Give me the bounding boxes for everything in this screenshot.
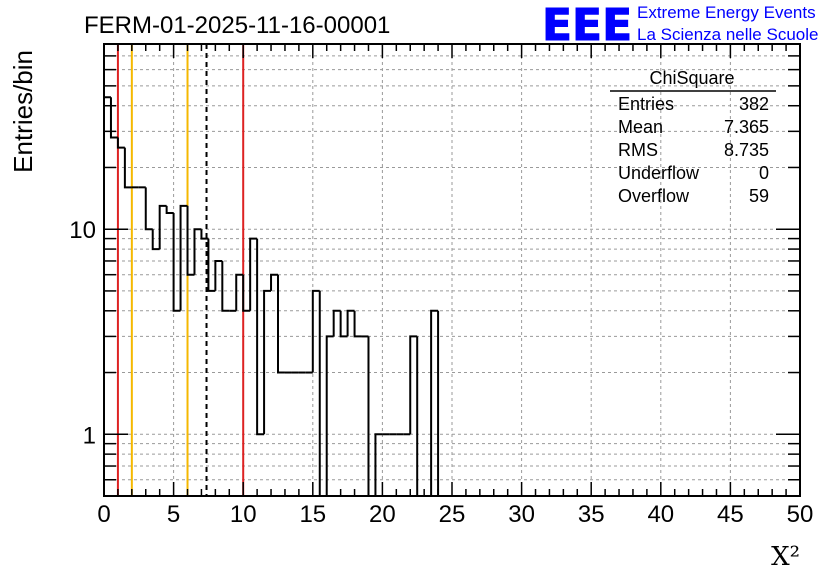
reference-lines — [116, 44, 245, 496]
histogram-bin-11 — [179, 204, 188, 311]
x-tick-label-0: 0 — [97, 501, 110, 528]
x-tick-label-2: 10 — [230, 501, 257, 528]
x-tick-label-3: 15 — [299, 501, 326, 528]
stats-value-mean: 7.365 — [724, 117, 769, 137]
histogram-bin-36 — [353, 310, 362, 338]
logo-line-2: La Scienza nelle Scuole — [637, 25, 818, 44]
x-tick-label-8: 40 — [647, 501, 674, 528]
x-tick-label-9: 45 — [717, 501, 744, 528]
x-tick-label-7: 35 — [578, 501, 605, 528]
histogram-bin-0 — [103, 96, 111, 496]
histogram-bin-31 — [318, 290, 327, 497]
histogram-bin-47 — [430, 309, 439, 496]
stats-box: ChiSquare Entries 382 Mean 7.365 RMS 8.735 Und… — [610, 68, 776, 206]
x-tick-labels: 0 5 10 15 20 25 30 35 40 45 50 — [97, 501, 813, 528]
stats-label-underflow: Underflow — [618, 163, 700, 183]
histogram-bin-33 — [332, 309, 341, 337]
stats-value-overflow: 59 — [749, 186, 769, 206]
histogram-bin-38 — [367, 336, 376, 497]
eee-logo: EEE Extreme Energy Events La Scienza nel… — [542, 0, 819, 52]
stats-value-rms: 8.735 — [724, 140, 769, 160]
logo-mark: EEE — [542, 0, 632, 51]
axis-ticks — [103, 43, 801, 497]
stats-value-underflow: 0 — [759, 163, 769, 183]
histogram-bin-6 — [144, 187, 153, 231]
histogram-bin-48 — [437, 310, 446, 497]
histogram-bin-34 — [339, 310, 348, 338]
histogram-bin-45 — [416, 336, 425, 497]
y-tick-label-1: 10 — [69, 217, 96, 244]
histogram-bin-17 — [221, 260, 230, 312]
stats-rows: Entries 382 Mean 7.365 RMS 8.735 Underflow 0 Ove… — [618, 94, 769, 206]
histogram-bin-24 — [270, 273, 278, 291]
stats-label-mean: Mean — [618, 117, 663, 137]
histogram-bin-32 — [325, 335, 334, 496]
histogram-bin-23 — [263, 289, 272, 435]
x-axis-title: X² — [771, 542, 800, 572]
stats-label-entries: Entries — [618, 94, 674, 114]
x-tick-label-5: 25 — [439, 501, 466, 528]
grid-lines — [104, 44, 800, 496]
histogram-bin-2 — [116, 137, 125, 149]
histogram-bin-9 — [165, 205, 174, 214]
histogram-bin-15 — [207, 238, 216, 292]
stats-label-rms: RMS — [618, 140, 658, 160]
histogram-bin-39 — [374, 433, 383, 496]
stats-title: ChiSquare — [649, 68, 734, 88]
histogram-bin-19 — [235, 273, 244, 311]
stats-value-entries: 382 — [739, 94, 769, 114]
histogram-bin-35 — [346, 309, 355, 337]
chart-title: FERM-01-2025-11-16-00001 — [84, 12, 390, 39]
histogram-bin-21 — [249, 237, 258, 311]
x-tick-label-10: 50 — [787, 501, 814, 528]
histogram-bin-10 — [172, 212, 181, 312]
histogram-bin-44 — [409, 335, 418, 435]
y-tick-label-0: 1 — [83, 422, 96, 449]
histogram-bin-20 — [242, 274, 251, 312]
histogram-bin-8 — [158, 204, 167, 250]
histogram-bin-22 — [256, 238, 265, 436]
histogram-bin-3 — [123, 147, 132, 189]
y-tick-labels: 1 10 — [69, 217, 96, 449]
y-axis-title: Entries/bin — [8, 50, 38, 173]
x-tick-label-1: 5 — [167, 501, 180, 528]
histogram-bin-1 — [109, 97, 118, 139]
histogram-bin-30 — [311, 289, 320, 373]
histogram-bin-7 — [151, 229, 160, 251]
x-tick-label-6: 30 — [508, 501, 535, 528]
histogram-bin-14 — [200, 229, 209, 240]
histogram-bin-12 — [186, 205, 195, 276]
histogram-bin-16 — [214, 259, 223, 291]
logo-line-1: Extreme Energy Events — [637, 3, 816, 22]
stats-label-overflow: Overflow — [618, 186, 690, 206]
x-tick-label-4: 20 — [369, 501, 396, 528]
histogram-bin-13 — [193, 228, 202, 275]
histogram-bins — [103, 96, 446, 497]
histogram-bin-25 — [277, 274, 285, 374]
